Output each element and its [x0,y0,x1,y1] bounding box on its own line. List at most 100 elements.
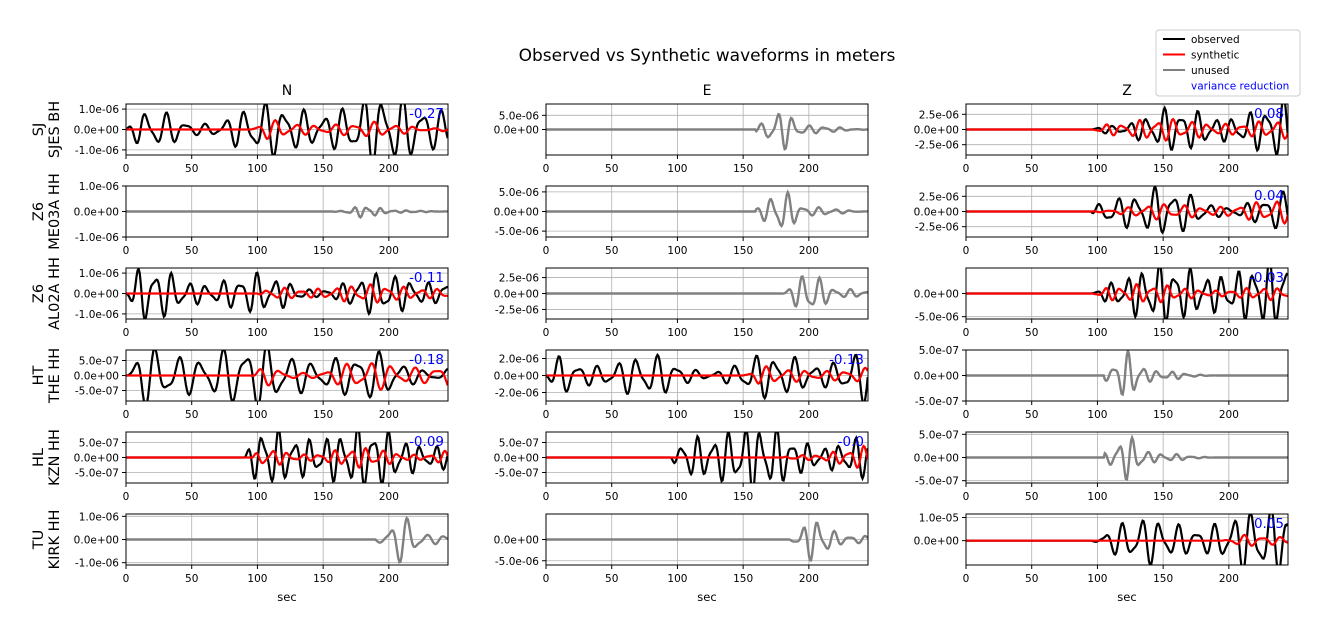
x-tick-label: 100 [667,327,687,339]
column-title-Z: Z [1122,83,1132,99]
panel-frame [965,513,1289,566]
panel-N-5: 5.0e-07 0.0e+00 -5.0e-07 0 50 100 150 200 -0.09 [74,431,449,503]
panel-N-2: 1.0e-06 0.0e+00 -1.0e-06 0 50 100 150 200 [74,181,449,257]
x-tick-label: 0 [543,409,550,421]
x-tick-label: 150 [1153,573,1173,585]
variance-reduction-value: 0.08 [1254,106,1284,122]
y-tick-label: 0.0e+00 [914,536,959,548]
y-tick-label: 5.0e-07 [79,356,119,368]
unused-trace [126,205,448,220]
y-tick-label: -2.5e-06 [495,304,539,316]
x-tick-label: 100 [247,491,267,503]
y-tick-label: 0.0e+00 [74,289,119,301]
legend: observed synthetic unused variance reductio… [1155,29,1301,97]
station-network-label: HT [31,365,47,385]
x-tick-label: 150 [313,163,333,175]
x-tick-label: 150 [733,409,753,421]
y-tick-label: 0.0e+00 [74,125,119,137]
x-tick-label: 100 [667,409,687,421]
synthetic-trace [546,365,868,385]
synthetic-trace [966,282,1288,304]
x-tick-label: 50 [1025,163,1038,175]
x-tick-label: 100 [247,409,267,421]
variance-reduction-value: -0.18 [409,352,444,368]
panel-Z-6: 1.0e-05 0.0e+00 0 50 100 150 200 0.05 [914,512,1289,585]
x-tick-label: 0 [123,491,130,503]
panel-Z-1: 2.5e-06 0.0e+00 -2.5e-06 0 50 100 150 200 0.08 [914,103,1289,175]
variance-reduction-value: 0.04 [1254,188,1284,204]
x-tick-label: 50 [185,245,198,257]
x-tick-label: 0 [543,245,550,257]
synthetic-trace [126,283,448,305]
x-tick-label: 50 [185,163,198,175]
y-tick-label: 0.0e+00 [74,535,119,547]
x-tick-label: 0 [123,245,130,257]
x-tick-label: 200 [799,573,819,585]
synthetic-trace [126,362,448,391]
y-tick-label: -5.0e-07 [915,396,959,408]
station-network-label: HL [31,448,47,467]
x-tick-label: 100 [247,327,267,339]
x-tick-label: 0 [963,327,970,339]
y-tick-label: -5.0e-06 [495,556,539,568]
x-tick-label: 150 [313,491,333,503]
x-tick-label: 100 [247,245,267,257]
x-tick-label: 150 [313,245,333,257]
y-tick-label: 2.5e-06 [919,109,960,121]
y-tick-label: 2.5e-06 [499,273,540,285]
y-tick-label: -2.0e-06 [495,388,539,400]
legend-label-observed: observed [1191,34,1240,46]
x-tick-label: 100 [1087,245,1107,257]
column-title-E: E [703,83,712,99]
y-tick-label: -5.0e-06 [915,312,959,324]
unused-trace [966,350,1288,397]
y-tick-label: -2.5e-06 [915,140,959,152]
x-tick-label: 50 [1025,491,1038,503]
observed-trace [126,268,448,319]
x-tick-label: 150 [733,163,753,175]
variance-reduction-value: -0.09 [409,434,444,450]
synthetic-trace [966,117,1288,142]
y-tick-label: 5.0e-06 [499,110,540,122]
x-tick-label: 200 [379,327,399,339]
y-tick-label: -5.0e-07 [75,386,119,398]
panel-E-6: 0.0e+00 -5.0e-06 0 50 100 150 200 [494,513,869,585]
y-tick-label: 0.0e+00 [74,453,119,465]
variance-reduction-value: -0.13 [829,352,864,368]
x-tick-label: 150 [1153,163,1173,175]
x-tick-label: 200 [799,491,819,503]
x-tick-label: 100 [667,163,687,175]
x-tick-label: 50 [605,327,618,339]
y-tick-label: 2.5e-06 [919,191,960,203]
y-tick-label: 0.0e+00 [494,289,539,301]
legend-label-unused: unused [1191,65,1230,77]
synthetic-trace [126,118,448,141]
x-tick-label: 0 [543,573,550,585]
variance-reduction-value: 0.05 [1254,516,1284,532]
panel-E-5: 5.0e-07 0.0e+00 -5.0e-07 0 50 100 150 200 -0.0 [494,431,869,503]
x-tick-label: 150 [733,245,753,257]
x-tick-label: 200 [799,409,819,421]
x-tick-label: 150 [313,327,333,339]
synthetic-trace [546,444,868,470]
x-tick-label: 200 [1219,491,1239,503]
station-network-label: TU [31,530,47,550]
observed-trace [546,432,868,483]
x-tick-label: 150 [1153,327,1173,339]
y-tick-label: 5.0e-07 [499,438,539,450]
station-network-label: SJ [31,123,47,136]
x-tick-label: 0 [543,491,550,503]
x-tick-label: 50 [605,245,618,257]
y-tick-label: 1.0e-06 [79,511,120,523]
y-tick-label: -5.0e-07 [75,468,119,480]
y-tick-label: 2.0e-06 [499,354,540,366]
y-tick-label: -5.0e-07 [915,476,959,488]
x-axis-label: sec [277,590,296,604]
panel-E-3: 2.5e-06 0.0e+00 -2.5e-06 0 50 100 150 200 [494,267,869,339]
column-title-N: N [282,83,292,99]
variance-reduction-value: -0.11 [409,270,444,286]
station-name-label: ME03A HH [47,173,63,249]
panel-Z-3: 0.0e+00 -5.0e-06 0 50 100 150 200 -0.03 [914,267,1289,339]
y-tick-label: 0.0e+00 [74,207,119,219]
